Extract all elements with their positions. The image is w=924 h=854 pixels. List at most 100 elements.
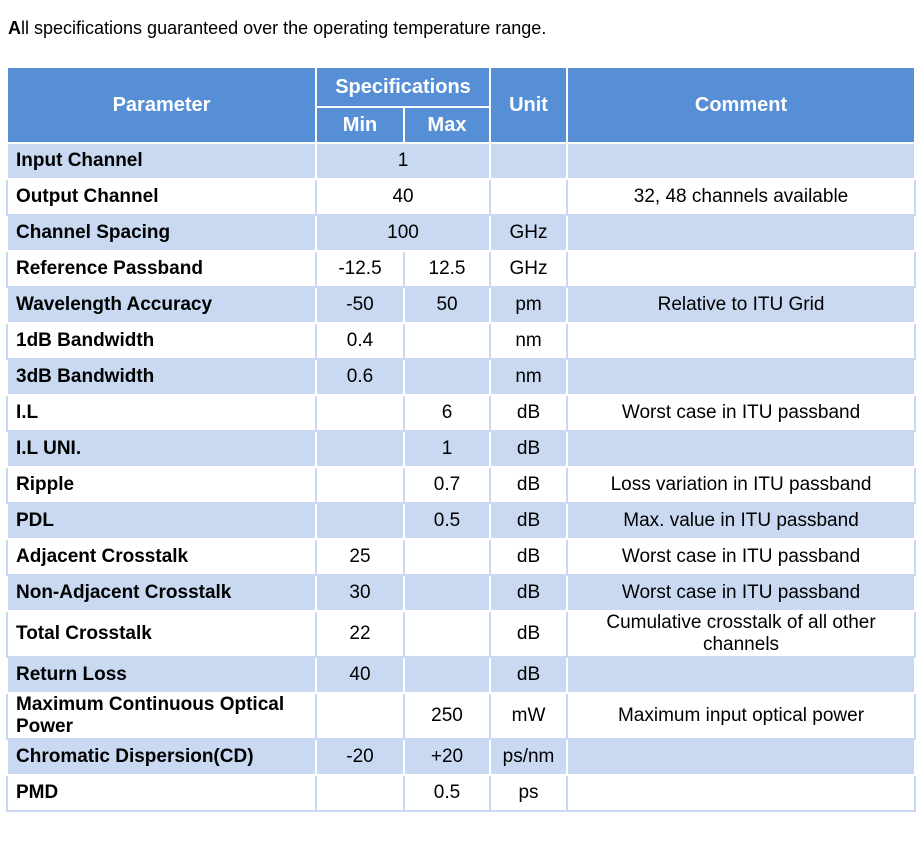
unit-cell: dB (489, 430, 569, 468)
min-cell: 40 (315, 656, 405, 694)
unit-cell: ps (489, 774, 569, 812)
min-cell: 25 (315, 538, 405, 576)
header-max: Max (402, 106, 492, 144)
header-unit: Unit (489, 66, 569, 144)
header-min: Min (315, 106, 405, 144)
min-cell: -20 (315, 738, 405, 776)
table-row: Non-Adjacent Crosstalk 30 dB Worst case … (6, 574, 917, 612)
min-cell: 0.4 (315, 322, 405, 360)
header-parameter: Parameter (6, 66, 317, 144)
unit-cell (489, 178, 569, 216)
table-row: Return Loss 40 dB (6, 656, 917, 694)
table-row: Reference Passband -12.5 12.5 GHz (6, 250, 917, 288)
param-cell: I.L UNI. (6, 430, 317, 468)
max-cell (402, 538, 492, 576)
table-row: I.L UNI. 1 dB (6, 430, 917, 468)
intro-text: All specifications guaranteed over the o… (8, 18, 546, 39)
comment-cell (566, 738, 917, 776)
min-cell: 0.6 (315, 358, 405, 396)
min-cell: 22 (315, 610, 405, 658)
max-cell: 50 (402, 286, 492, 324)
comment-cell: Worst case in ITU passband (566, 538, 917, 576)
min-cell (315, 692, 405, 740)
comment-cell (566, 656, 917, 694)
unit-cell: GHz (489, 250, 569, 288)
unit-cell: dB (489, 466, 569, 504)
max-cell: 0.7 (402, 466, 492, 504)
comment-cell (566, 322, 917, 360)
max-cell (402, 610, 492, 658)
comment-cell (566, 358, 917, 396)
min-cell (315, 394, 405, 432)
min-cell (315, 774, 405, 812)
param-cell: 3dB Bandwidth (6, 358, 317, 396)
max-cell (402, 322, 492, 360)
max-cell: 250 (402, 692, 492, 740)
min-cell (315, 466, 405, 504)
table-row: Output Channel 40 32, 48 channels availa… (6, 178, 917, 216)
param-cell: PMD (6, 774, 317, 812)
table-row: Chromatic Dispersion(CD) -20 +20 ps/nm (6, 738, 917, 776)
unit-cell: dB (489, 610, 569, 658)
unit-cell: pm (489, 286, 569, 324)
max-cell: 12.5 (402, 250, 492, 288)
table-row: Adjacent Crosstalk 25 dB Worst case in I… (6, 538, 917, 576)
unit-cell: ps/nm (489, 738, 569, 776)
unit-cell: dB (489, 502, 569, 540)
comment-cell: Loss variation in ITU passband (566, 466, 917, 504)
unit-cell: nm (489, 358, 569, 396)
param-cell: Non-Adjacent Crosstalk (6, 574, 317, 612)
comment-cell (566, 250, 917, 288)
param-cell: Wavelength Accuracy (6, 286, 317, 324)
comment-cell (566, 430, 917, 468)
specifications-table: Parameter Specifications Unit Comment Mi… (6, 66, 917, 812)
table-row: Input Channel 1 (6, 142, 917, 180)
param-cell: Reference Passband (6, 250, 317, 288)
comment-cell: Maximum input optical power (566, 692, 917, 740)
value-cell: 1 (314, 142, 492, 180)
intro-bold-letter: A (8, 18, 21, 38)
max-cell: 0.5 (402, 502, 492, 540)
table-row: I.L 6 dB Worst case in ITU passband (6, 394, 917, 432)
table-row: Channel Spacing 100 GHz (6, 214, 917, 252)
table-row: PMD 0.5 ps (6, 774, 917, 812)
comment-cell: Worst case in ITU passband (566, 394, 917, 432)
unit-cell: dB (489, 394, 569, 432)
table-row: 1dB Bandwidth 0.4 nm (6, 322, 917, 360)
comment-cell: Relative to ITU Grid (566, 286, 917, 324)
min-cell: 30 (315, 574, 405, 612)
unit-cell: GHz (489, 214, 569, 252)
max-cell: 1 (402, 430, 492, 468)
comment-cell: 32, 48 channels available (566, 178, 917, 216)
param-cell: Input Channel (6, 142, 317, 180)
table-row: Ripple 0.7 dB Loss variation in ITU pass… (6, 466, 917, 504)
max-cell (402, 358, 492, 396)
table-row: Wavelength Accuracy -50 50 pm Relative t… (6, 286, 917, 324)
unit-cell: dB (489, 656, 569, 694)
value-cell: 100 (314, 214, 492, 252)
param-cell: Total Crosstalk (6, 610, 317, 658)
max-cell: +20 (402, 738, 492, 776)
intro-rest: ll specifications guaranteed over the op… (21, 18, 547, 38)
table-row: Maximum Continuous Optical Power 250 mW … (6, 692, 917, 740)
param-cell: I.L (6, 394, 317, 432)
min-cell: -12.5 (315, 250, 405, 288)
param-cell: Return Loss (6, 656, 317, 694)
unit-cell: nm (489, 322, 569, 360)
min-cell (315, 430, 405, 468)
param-cell: Ripple (6, 466, 317, 504)
table-row: 3dB Bandwidth 0.6 nm (6, 358, 917, 396)
unit-cell: dB (489, 538, 569, 576)
comment-cell (566, 774, 917, 812)
max-cell (402, 574, 492, 612)
comment-cell (566, 142, 917, 180)
header-comment: Comment (566, 66, 917, 144)
value-cell: 40 (314, 178, 492, 216)
table-row: Total Crosstalk 22 dB Cumulative crossta… (6, 610, 917, 658)
param-cell: Maximum Continuous Optical Power (6, 692, 317, 740)
param-cell: Chromatic Dispersion(CD) (6, 738, 317, 776)
param-cell: PDL (6, 502, 317, 540)
param-cell: Adjacent Crosstalk (6, 538, 317, 576)
unit-cell: mW (489, 692, 569, 740)
min-cell: -50 (315, 286, 405, 324)
